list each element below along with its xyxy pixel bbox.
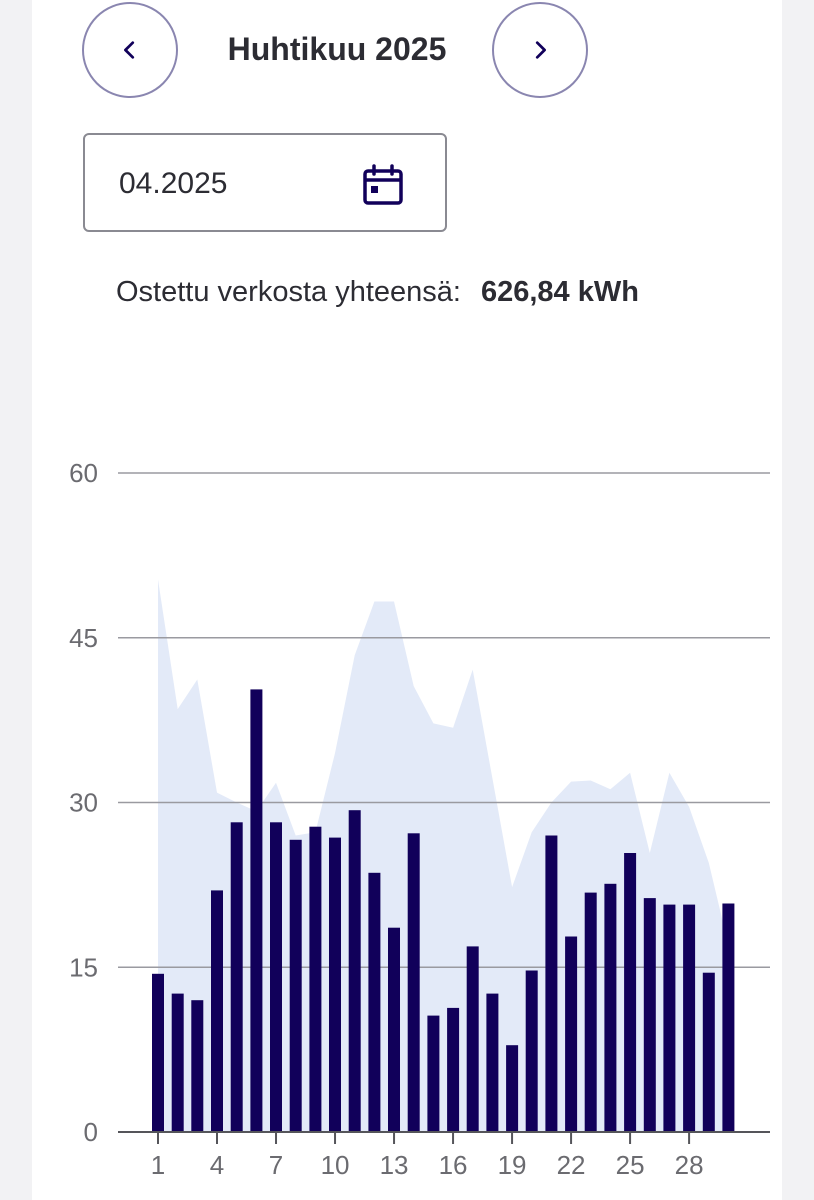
- y-tick-label: 60: [69, 458, 98, 488]
- next-month-button[interactable]: [492, 2, 588, 98]
- bar-day-26: [643, 898, 656, 1132]
- bar-day-22: [565, 936, 578, 1132]
- x-tick-label: 25: [616, 1150, 645, 1180]
- bar-day-5: [230, 822, 243, 1132]
- bar-day-25: [624, 853, 637, 1132]
- comparison-area: [158, 579, 729, 1132]
- month-title: Huhtikuu 2025: [227, 31, 447, 67]
- y-tick-label: 15: [69, 952, 98, 982]
- month-picker-field[interactable]: 04.2025: [83, 133, 447, 232]
- y-tick-label: 45: [69, 623, 98, 653]
- bar-day-20: [525, 970, 538, 1132]
- bar-day-17: [466, 946, 479, 1132]
- chevron-right-icon: [535, 41, 546, 59]
- bar-day-15: [427, 1015, 440, 1132]
- bar-day-27: [663, 904, 676, 1132]
- y-tick-label: 0: [84, 1117, 98, 1147]
- bar-day-4: [211, 890, 223, 1132]
- bar-day-3: [191, 1000, 204, 1132]
- bar-day-24: [604, 883, 617, 1132]
- total-label: Ostettu verkosta yhteensä:: [116, 276, 461, 308]
- total-value: 626,84 kWh: [480, 276, 639, 308]
- bar-day-13: [388, 927, 400, 1132]
- x-tick-label: 1: [151, 1150, 165, 1180]
- calendar-icon[interactable]: [361, 163, 405, 207]
- bar-day-1: [152, 973, 164, 1132]
- bar-day-12: [368, 872, 381, 1132]
- bar-day-2: [171, 993, 184, 1132]
- month-picker-value: 04.2025: [119, 167, 228, 200]
- x-tick-label: 7: [269, 1150, 283, 1180]
- x-tick-label: 22: [557, 1150, 586, 1180]
- x-tick-label: 16: [439, 1150, 468, 1180]
- bar-day-10: [329, 837, 341, 1132]
- bar-day-18: [486, 993, 499, 1132]
- bar-day-8: [289, 839, 302, 1132]
- x-tick-label: 10: [321, 1150, 350, 1180]
- bar-day-16: [447, 1007, 460, 1132]
- bar-day-14: [407, 833, 420, 1132]
- bar-day-28: [683, 904, 696, 1132]
- y-tick-label: 30: [69, 788, 98, 818]
- bar-day-29: [702, 972, 715, 1132]
- bar-day-23: [584, 892, 597, 1132]
- x-tick-label: 13: [380, 1150, 409, 1180]
- bar-day-9: [309, 826, 322, 1132]
- x-tick-label: 4: [210, 1150, 224, 1180]
- bar-day-11: [348, 810, 361, 1132]
- bar-day-30: [722, 903, 735, 1132]
- total-summary: Ostettu verkosta yhteensä: 626,84 kWh: [116, 276, 639, 309]
- bar-day-6: [250, 689, 263, 1132]
- bar-day-19: [506, 1045, 519, 1132]
- bar-day-21: [545, 835, 558, 1132]
- chevron-left-icon: [124, 41, 135, 59]
- x-tick-label: 28: [675, 1150, 704, 1180]
- bar-day-7: [270, 822, 282, 1132]
- previous-month-button[interactable]: [82, 2, 178, 98]
- x-tick-label: 19: [498, 1150, 527, 1180]
